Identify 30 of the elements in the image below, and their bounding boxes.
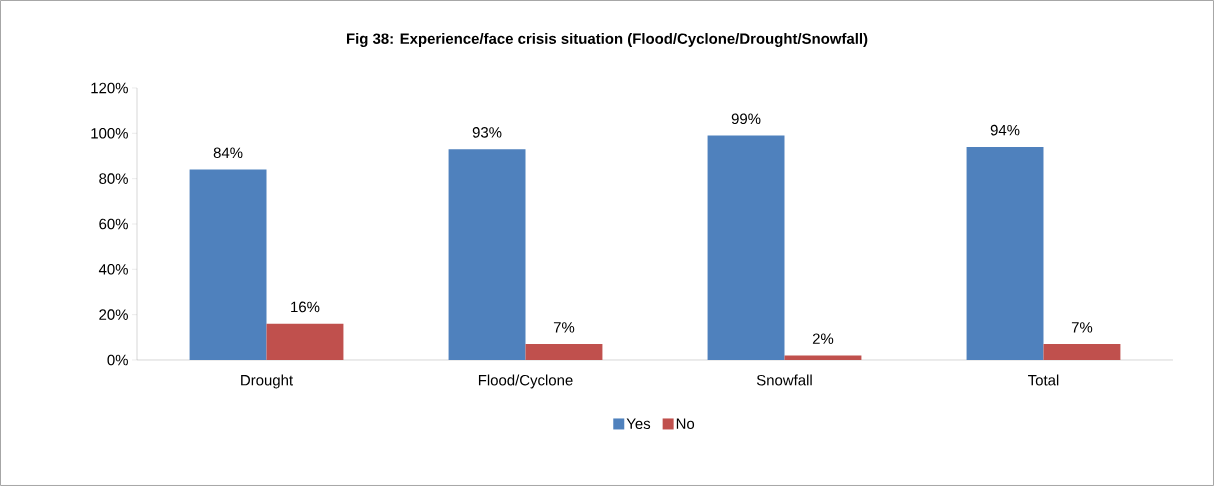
- x-tick-label: Flood/Cyclone: [478, 374, 573, 389]
- bar: [189, 169, 267, 360]
- bar: [966, 146, 1044, 360]
- data-label: 94%: [990, 124, 1020, 136]
- y-tick-label: 60%: [99, 218, 128, 230]
- data-label: 93%: [472, 127, 502, 138]
- y-tick-label: 40%: [98, 264, 128, 275]
- x-tick-label: Snowfall: [756, 374, 812, 386]
- bar: [525, 344, 603, 360]
- data-label: 84%: [213, 147, 243, 159]
- bar: [1043, 344, 1121, 360]
- data-label: 7%: [553, 322, 575, 333]
- bar: [707, 135, 785, 360]
- bar: [266, 323, 344, 360]
- y-tick-label: 100%: [91, 128, 128, 139]
- y-tick-label: 120%: [91, 82, 128, 94]
- chart-title: Fig 38: Experience/face crisis situation (Flood/Cyclone/Drought/Snowfall): [346, 32, 868, 47]
- data-label: 2%: [812, 333, 834, 344]
- legend-label: No: [676, 418, 695, 429]
- legend-label: Yes: [626, 418, 651, 429]
- data-label: 99%: [731, 113, 761, 125]
- y-tick-label: 80%: [99, 173, 128, 184]
- data-label: 16%: [291, 301, 320, 313]
- bar: [784, 355, 862, 360]
- x-tick-label: Drought: [241, 374, 293, 389]
- y-tick-label: 0%: [107, 354, 128, 366]
- y-tick-label: 20%: [99, 309, 128, 320]
- bar: [448, 149, 526, 360]
- data-label: 7%: [1071, 322, 1093, 333]
- x-tick-label: Total: [1028, 374, 1059, 386]
